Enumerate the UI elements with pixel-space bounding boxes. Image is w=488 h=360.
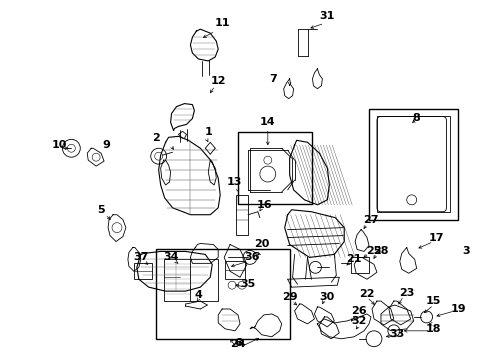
Text: 21: 21 [346,255,361,264]
Text: 13: 13 [226,177,241,187]
Bar [155,249,289,339]
Bar [350,257,368,273]
Text: 11: 11 [214,18,229,28]
Text: 33: 33 [388,329,404,339]
Text: 19: 19 [449,304,465,314]
Text: 32: 32 [351,316,366,326]
Text: 22: 22 [359,289,374,299]
Text: 36: 36 [244,252,259,262]
Text: 4: 4 [194,290,202,300]
Text: 2: 2 [151,133,159,143]
Text: 24: 24 [230,339,245,349]
Bar [236,195,247,235]
Text: 1: 1 [204,127,212,138]
Text: 7: 7 [268,74,276,84]
Text: 26: 26 [350,306,366,316]
Text: 16: 16 [257,200,272,210]
Bar [368,109,457,220]
Text: 23: 23 [398,288,413,298]
Bar [238,132,312,204]
Text: 8: 8 [412,113,420,123]
Text: 3: 3 [462,247,469,256]
Text: 14: 14 [260,117,275,127]
Text: 12: 12 [210,76,225,86]
Text: 37: 37 [133,252,148,262]
Text: 15: 15 [425,296,440,306]
Text: 18: 18 [425,324,440,334]
Text: 29: 29 [281,292,297,302]
Text: 5: 5 [97,205,105,215]
Bar [134,264,151,279]
Bar [376,117,449,212]
Text: 27: 27 [363,215,378,225]
Text: 31: 31 [319,11,334,21]
Text: 17: 17 [428,233,444,243]
Text: 25: 25 [366,247,381,256]
Text: 9: 9 [102,140,110,150]
Bar [163,260,218,301]
Text: 30: 30 [319,292,334,302]
Text: 20: 20 [254,239,269,249]
Text: 10: 10 [52,140,67,150]
Bar [224,261,244,279]
Text: 35: 35 [240,279,255,289]
Text: 34: 34 [163,252,178,262]
Text: 6: 6 [234,338,242,348]
Text: 28: 28 [372,247,388,256]
